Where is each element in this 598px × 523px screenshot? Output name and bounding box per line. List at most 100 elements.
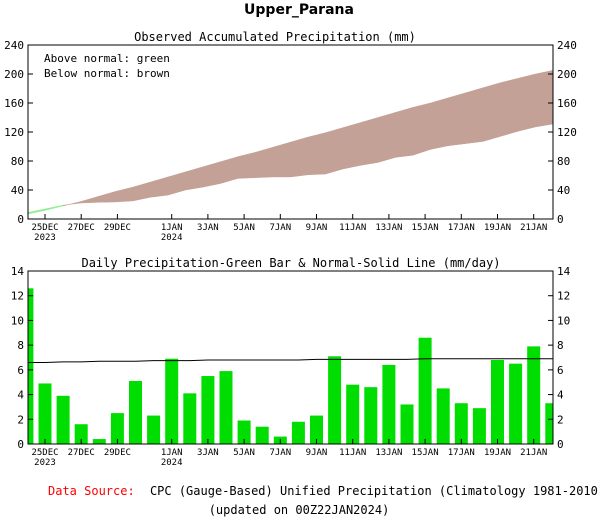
daily-bar	[436, 388, 450, 444]
daily-bar	[165, 358, 179, 444]
y-tick-label-right: 0	[557, 438, 564, 451]
x-tick-label: 2023	[34, 458, 56, 468]
daily-bar	[255, 426, 269, 444]
x-tick-label: 11JAN	[339, 223, 366, 233]
x-tick-label: 2024	[161, 233, 183, 243]
accumulated-area	[27, 70, 554, 215]
daily-bars	[28, 288, 553, 444]
x-tick-label: 5JAN	[233, 223, 255, 233]
daily-bar	[527, 346, 541, 444]
daily-bar	[219, 371, 233, 444]
daily-panel: Daily Precipitation-Green Bar & Normal-S…	[11, 256, 571, 468]
below-normal-segment	[80, 196, 99, 204]
daily-bar	[147, 415, 161, 444]
below-normal-segment	[115, 186, 134, 203]
y-tick-label-left: 12	[11, 290, 24, 303]
x-tick-label: 19JAN	[484, 223, 511, 233]
accumulated-y-ticks: 0 0 40 40 80 80 120 120 160 160 200 200 240 240	[4, 39, 577, 226]
x-tick-label: 13JAN	[375, 448, 402, 458]
below-normal-segment	[412, 102, 431, 156]
below-normal-segment	[307, 132, 326, 176]
y-tick-label-left: 0	[17, 438, 24, 451]
legend-below: Below normal: brown	[44, 67, 170, 80]
below-normal-segment	[167, 171, 186, 196]
daily-bar	[364, 387, 378, 444]
below-normal-segment	[150, 176, 169, 198]
y-tick-label-right: 80	[557, 155, 570, 168]
x-tick-label: 21JAN	[520, 223, 547, 233]
x-tick-label: 27DEC	[68, 448, 95, 458]
daily-bar	[183, 393, 197, 444]
y-tick-label-left: 8	[17, 339, 24, 352]
daily-bar	[382, 364, 396, 444]
daily-bar	[110, 413, 124, 444]
y-tick-label-right: 2	[557, 413, 564, 426]
daily-bar	[472, 408, 486, 444]
y-tick-label-left: 6	[17, 364, 24, 377]
daily-bar	[346, 384, 360, 444]
y-tick-label-right: 10	[557, 314, 570, 327]
daily-bar	[28, 288, 34, 444]
x-tick-label: 25DEC	[31, 448, 58, 458]
daily-bar	[56, 395, 70, 444]
x-tick-label: 13JAN	[375, 223, 402, 233]
x-tick-label: 17JAN	[448, 448, 475, 458]
x-tick-label: 9JAN	[306, 448, 328, 458]
daily-bar	[129, 380, 142, 444]
y-tick-label-left: 14	[11, 265, 25, 278]
footer-updated: (updated on 00Z22JAN2024)	[209, 503, 390, 517]
x-tick-label: 19JAN	[484, 448, 511, 458]
daily-normal-line	[28, 358, 553, 363]
footer-source: Data Source: CPC (Gauge-Based) Unified P…	[48, 484, 598, 498]
y-tick-label-left: 200	[4, 68, 24, 81]
accumulated-panel: Observed Accumulated Precipitation (mm) …	[4, 30, 577, 243]
figure-title: Upper_Parana	[244, 2, 354, 18]
footer-source-label: Data Source:	[48, 484, 135, 498]
below-normal-segment	[237, 151, 256, 179]
below-normal-segment	[465, 87, 484, 144]
x-tick-label: 27DEC	[68, 223, 95, 233]
y-tick-label-left: 10	[11, 314, 24, 327]
daily-bar	[545, 403, 553, 444]
x-tick-label: 25DEC	[31, 223, 58, 233]
x-tick-label: 21JAN	[520, 448, 547, 458]
below-normal-segment	[377, 112, 396, 163]
y-tick-label-left: 40	[11, 184, 24, 197]
y-tick-label-right: 14	[557, 265, 571, 278]
daily-bar	[38, 383, 52, 444]
accumulated-title: Observed Accumulated Precipitation (mm)	[134, 30, 416, 44]
x-tick-label: 15JAN	[412, 223, 439, 233]
y-tick-label-right: 240	[557, 39, 577, 52]
y-tick-label-right: 6	[557, 364, 564, 377]
y-tick-label-right: 40	[557, 184, 570, 197]
x-tick-label: 1JAN	[161, 223, 183, 233]
x-tick-label: 3JAN	[197, 448, 219, 458]
y-tick-label-left: 120	[4, 126, 24, 139]
y-tick-label-right: 8	[557, 339, 564, 352]
y-tick-label-right: 12	[557, 290, 570, 303]
below-normal-segment	[325, 127, 344, 175]
y-tick-label-left: 160	[4, 97, 24, 110]
below-normal-segment	[500, 78, 519, 137]
x-tick-label: 3JAN	[197, 223, 219, 233]
daily-y-ticks: 0 0 2 2 4 4 6 6 8 8 10 10 12 12 14 14	[11, 265, 571, 451]
below-normal-segment	[482, 82, 501, 142]
x-tick-label: 29DEC	[104, 448, 131, 458]
daily-bar	[310, 415, 323, 444]
below-normal-segment	[290, 136, 309, 178]
below-normal-segment	[430, 97, 449, 150]
above-normal-segment	[45, 204, 64, 211]
above-normal-segment	[27, 208, 46, 215]
daily-bar	[328, 356, 342, 444]
daily-frame	[27, 270, 554, 445]
x-tick-label: 5JAN	[233, 448, 255, 458]
y-tick-label-left: 80	[11, 155, 24, 168]
below-normal-segment	[62, 201, 81, 207]
daily-bar	[201, 376, 215, 444]
below-normal-segment	[447, 92, 466, 147]
y-tick-label-left: 240	[4, 39, 24, 52]
x-tick-label: 15JAN	[412, 448, 439, 458]
